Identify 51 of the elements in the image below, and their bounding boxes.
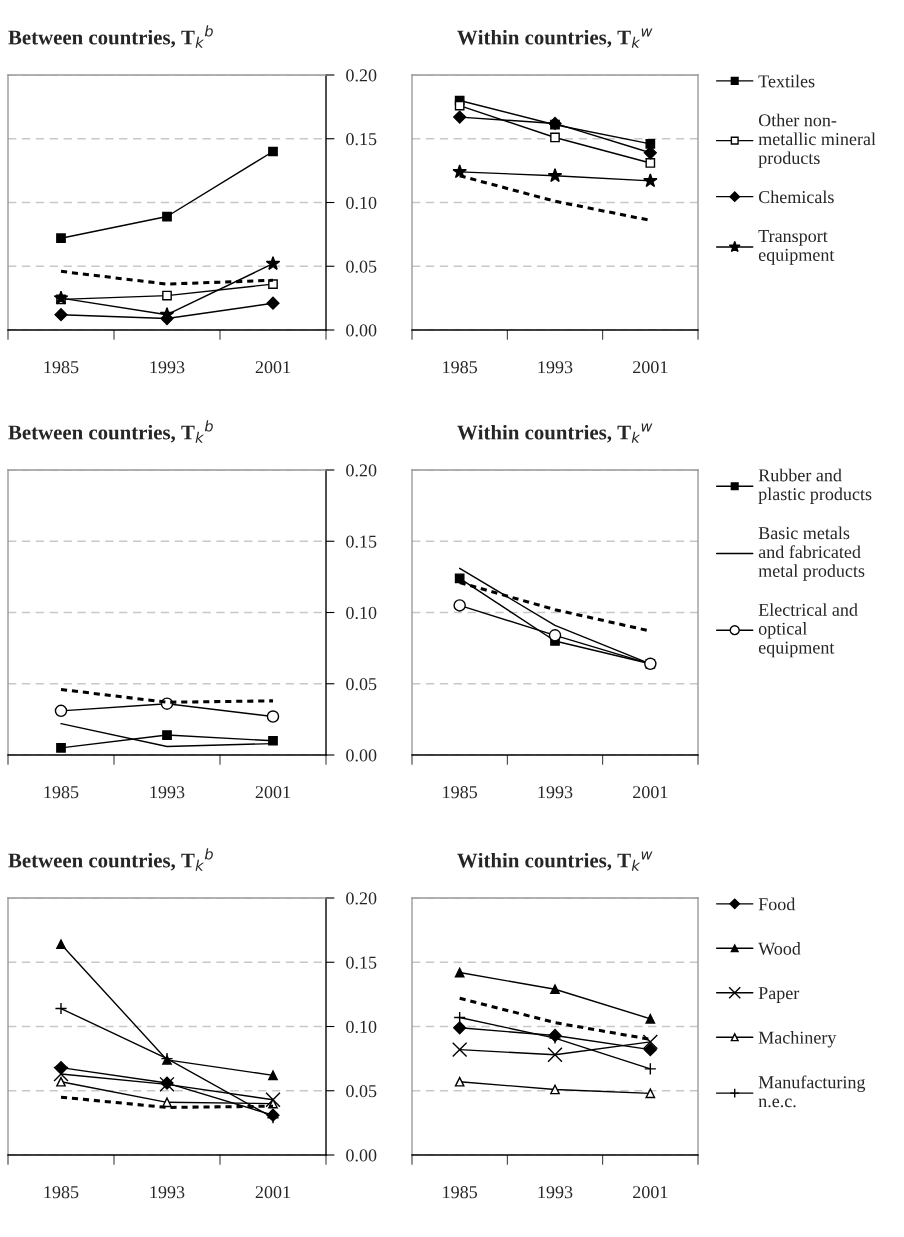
- x-tick-label: 2001: [633, 1186, 668, 1199]
- y-tick-label: 0.15: [346, 956, 377, 969]
- legend-label: Electrical and optical equipment: [758, 603, 858, 658]
- chart-title: Within countries, T$_{k}$$^{w}$: [457, 28, 653, 48]
- x-tick-label: 1993: [150, 786, 185, 799]
- x-tick-label: 1993: [150, 1186, 185, 1199]
- y-tick-label: 0.05: [346, 260, 377, 273]
- chart-title: Between countries, T$_{k}$$^{b}$: [8, 25, 213, 48]
- y-tick-label: 0.00: [346, 749, 377, 762]
- y-tick-label: 0.05: [346, 1085, 377, 1098]
- x-tick-label: 1993: [150, 361, 185, 374]
- x-tick-label: 1993: [538, 786, 573, 799]
- legend-label: Chemicals: [758, 190, 834, 204]
- y-tick-label: 0.20: [346, 464, 377, 477]
- legend-label: Rubber and plastic products: [758, 468, 872, 504]
- legend-label: Manufacturing n.e.c.: [758, 1075, 866, 1108]
- x-tick-label: 2001: [255, 1186, 290, 1199]
- y-tick-label: 0.15: [346, 133, 377, 146]
- chart-title: Between countries, T$_{k}$$^{b}$: [8, 848, 213, 871]
- x-tick-label: 2001: [255, 786, 290, 799]
- y-tick-label: 0.05: [346, 678, 377, 691]
- x-tick-label: 1985: [443, 1186, 478, 1199]
- legend-label: Other non- metallic mineral products: [758, 113, 876, 168]
- legend-label: Machinery: [758, 1031, 837, 1048]
- legend-label: Transport equipment: [758, 230, 835, 265]
- legend-label: Textiles: [758, 74, 815, 88]
- x-tick-label: 1985: [44, 786, 79, 799]
- y-tick-label: 0.10: [346, 196, 377, 210]
- legend-label: Wood: [758, 942, 801, 955]
- x-tick-label: 1985: [44, 361, 79, 374]
- y-tick-label: 0.20: [346, 892, 377, 905]
- x-tick-label: 1993: [538, 1186, 573, 1199]
- legend-label: Basic metals and fabricated metal products: [758, 526, 865, 581]
- x-tick-label: 1985: [443, 786, 478, 799]
- y-tick-label: 0.15: [346, 535, 377, 548]
- y-tick-label: 0.10: [346, 1020, 377, 1034]
- x-tick-label: 2001: [633, 786, 668, 799]
- y-tick-label: 0.00: [346, 324, 377, 337]
- y-tick-label: 0.00: [346, 1149, 377, 1162]
- x-tick-label: 2001: [633, 361, 668, 374]
- chart-title: Between countries, T$_{k}$$^{b}$: [8, 420, 213, 443]
- legend-label: Food: [758, 897, 796, 911]
- x-tick-label: 2001: [255, 361, 290, 374]
- legend-label: Paper: [758, 987, 800, 1003]
- x-tick-label: 1985: [44, 1186, 79, 1199]
- x-tick-label: 1993: [538, 361, 573, 374]
- x-tick-label: 1985: [443, 361, 478, 374]
- y-tick-label: 0.10: [346, 606, 377, 620]
- y-tick-label: 0.20: [346, 69, 377, 82]
- chart-title: Within countries, T$_{k}$$^{w}$: [457, 423, 653, 443]
- chart-title: Within countries, T$_{k}$$^{w}$: [457, 851, 653, 871]
